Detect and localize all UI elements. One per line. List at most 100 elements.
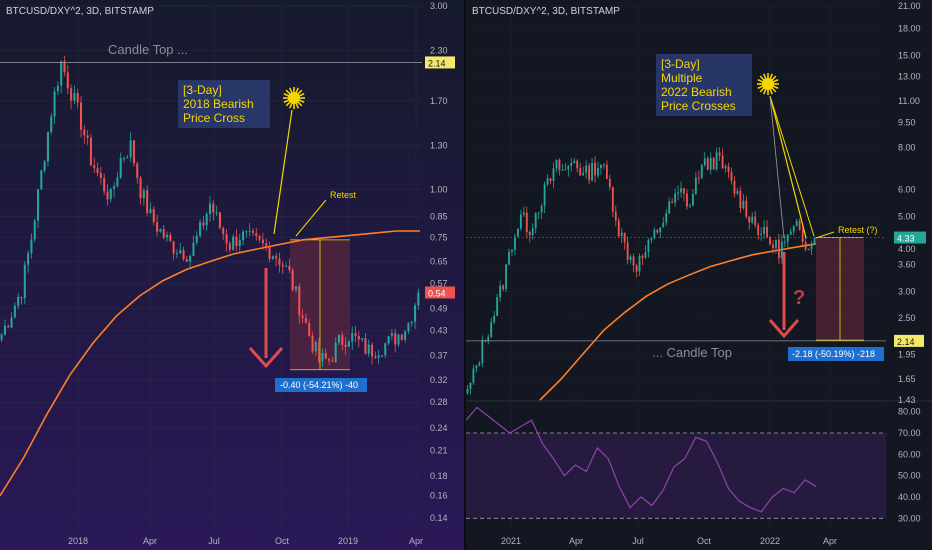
right-candle xyxy=(603,164,605,166)
left-candle xyxy=(387,336,390,344)
left-candle xyxy=(96,168,99,173)
right-candle xyxy=(647,239,650,253)
right-candle xyxy=(597,167,599,176)
right-y-tick: 9.50 xyxy=(898,117,916,127)
oscillator-y-tick: 50.00 xyxy=(898,471,921,481)
left-candle xyxy=(417,292,420,306)
left-candle xyxy=(179,250,182,254)
left-candle xyxy=(308,323,311,336)
right-candle xyxy=(703,158,706,166)
right-candle xyxy=(718,152,721,156)
right-candle xyxy=(686,193,688,207)
left-y-tick: 0.37 xyxy=(430,351,448,361)
right-candle xyxy=(783,241,786,243)
right-y-tick: 15.00 xyxy=(898,50,921,60)
right-candle xyxy=(691,194,694,206)
left-candle xyxy=(149,209,152,213)
right-candle xyxy=(789,231,792,235)
left-callout-line: 2018 Bearish xyxy=(183,97,254,111)
left-candle xyxy=(321,352,324,362)
right-candle xyxy=(537,212,540,214)
left-level-badge: 2.14 xyxy=(428,58,446,68)
left-candle xyxy=(384,343,387,356)
right-y-tick: 4.00 xyxy=(898,244,916,254)
right-candle xyxy=(540,205,543,213)
left-candle xyxy=(255,233,258,236)
left-candle xyxy=(116,177,119,187)
right-candle xyxy=(623,232,626,243)
right-candle xyxy=(733,180,736,194)
left-candle xyxy=(122,158,126,160)
left-candle xyxy=(414,305,417,322)
left-callout-pointer xyxy=(273,109,293,235)
right-candle xyxy=(614,211,617,221)
left-candle xyxy=(285,265,288,267)
right-candle xyxy=(516,228,519,237)
left-candle xyxy=(242,231,245,241)
left-candle xyxy=(394,333,397,345)
oscillator-y-tick: 60.00 xyxy=(898,449,921,459)
left-candle xyxy=(271,255,274,259)
left-candle xyxy=(354,333,357,336)
left-candle xyxy=(367,344,370,354)
left-candle xyxy=(341,334,344,345)
right-candle xyxy=(724,166,727,169)
left-candle xyxy=(202,222,205,226)
right-y-tick: 3.60 xyxy=(898,260,916,270)
right-candle xyxy=(694,177,697,195)
left-callout-line: Price Cross xyxy=(183,111,245,125)
right-y-tick: 21.00 xyxy=(898,1,921,11)
right-candle xyxy=(522,212,525,215)
left-down-arrow-head xyxy=(248,347,284,369)
left-candle xyxy=(212,203,215,213)
right-candle xyxy=(466,389,469,394)
left-candle xyxy=(106,191,109,200)
left-sun-icon-ray xyxy=(295,102,299,109)
left-candle xyxy=(89,137,92,166)
left-candle xyxy=(351,333,354,342)
left-candle xyxy=(0,334,3,340)
right-y-tick: 11.00 xyxy=(898,96,920,106)
right-candle xyxy=(736,190,739,194)
right-candle xyxy=(585,165,588,173)
right-y-tick: 18.00 xyxy=(898,24,921,34)
right-candle xyxy=(748,216,751,223)
left-y-tick: 0.21 xyxy=(430,445,448,455)
right-moving-average-line xyxy=(539,243,817,401)
left-candle xyxy=(400,334,403,340)
right-candle xyxy=(594,162,596,176)
left-y-tick: 0.24 xyxy=(430,423,448,433)
left-retest-label: Retest xyxy=(330,190,357,200)
left-candle xyxy=(93,165,96,169)
left-price-badge: 0.54 xyxy=(428,288,446,298)
left-level-badge-box xyxy=(425,56,455,69)
right-callout-pointer-2 xyxy=(769,95,815,237)
left-candle xyxy=(337,334,341,343)
right-chart-panel[interactable]: ... Candle Top [3-Day] Multiple 2022 Bearis… xyxy=(466,0,932,550)
right-candle xyxy=(514,236,516,250)
right-candle xyxy=(564,169,567,171)
left-sun-icon-core xyxy=(288,92,300,104)
right-candle xyxy=(561,169,564,171)
right-candle xyxy=(505,264,507,290)
right-candle xyxy=(469,382,472,390)
right-candle xyxy=(712,157,715,170)
left-candle xyxy=(205,213,208,226)
left-candle xyxy=(265,243,268,247)
left-candle xyxy=(129,140,132,158)
right-retest-pointer xyxy=(815,231,835,239)
left-candle xyxy=(314,342,317,352)
right-x-tick: Apr xyxy=(823,536,837,546)
left-candle xyxy=(73,92,76,101)
right-y-tick: 2.50 xyxy=(898,313,916,323)
left-candle xyxy=(50,116,53,132)
left-chart-panel[interactable]: Candle Top ... [3-Day] 2018 Bearish Price C… xyxy=(0,0,464,550)
right-down-arrow-head xyxy=(768,319,800,339)
right-candle xyxy=(680,188,682,193)
left-y-tick: 0.65 xyxy=(430,257,448,267)
left-y-tick: 3.00 xyxy=(430,1,448,11)
left-x-tick: Oct xyxy=(275,536,290,546)
left-candle xyxy=(76,92,79,103)
